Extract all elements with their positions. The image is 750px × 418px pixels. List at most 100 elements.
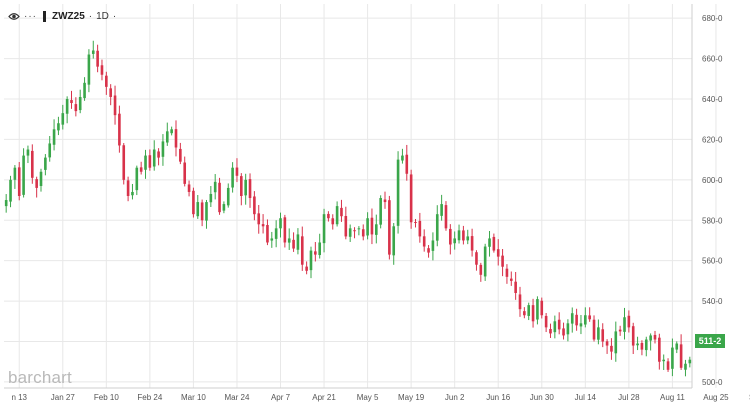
candle-down bbox=[105, 71, 108, 95]
candle-up bbox=[374, 214, 378, 244]
candle-down bbox=[283, 214, 287, 248]
candle-down bbox=[610, 338, 613, 360]
candle-up bbox=[78, 89, 82, 114]
candle-down bbox=[353, 227, 356, 239]
x-tick-label: n 13 bbox=[11, 393, 27, 402]
candle-up bbox=[357, 226, 361, 236]
candle-down bbox=[96, 44, 99, 73]
candle-down bbox=[17, 162, 21, 201]
candle-up bbox=[170, 126, 173, 136]
candle-down bbox=[253, 191, 256, 221]
candle-down bbox=[505, 264, 509, 284]
x-tick-label: Mar 24 bbox=[225, 393, 250, 402]
candle-down bbox=[640, 340, 644, 356]
candle-up bbox=[161, 134, 165, 166]
x-tick-label: May 5 bbox=[357, 393, 379, 402]
candle-down bbox=[126, 176, 130, 202]
candle-down bbox=[540, 297, 544, 319]
candle-down bbox=[118, 105, 121, 153]
candle-down bbox=[344, 206, 348, 240]
candle-down bbox=[601, 323, 605, 348]
interval-separator-end: · bbox=[112, 10, 117, 22]
candle-down bbox=[122, 143, 126, 185]
candle-down bbox=[562, 322, 565, 340]
x-tick-label: Jan 27 bbox=[51, 393, 76, 402]
candle-down bbox=[139, 161, 143, 175]
candle-up bbox=[566, 319, 570, 342]
candle-down bbox=[174, 120, 178, 157]
candle-down bbox=[361, 224, 365, 241]
x-tick-label: Jun 2 bbox=[445, 393, 465, 402]
candle-up bbox=[52, 119, 56, 151]
candle-up bbox=[222, 201, 226, 214]
y-tick-label: 620-0 bbox=[702, 135, 723, 144]
candle-up bbox=[231, 162, 234, 193]
candle-up bbox=[44, 154, 47, 176]
candle-up bbox=[440, 194, 443, 221]
symbol-label[interactable]: ZWZ25 bbox=[52, 10, 85, 22]
candle-up bbox=[205, 199, 208, 229]
eye-icon[interactable] bbox=[8, 12, 20, 21]
candle-down bbox=[462, 225, 465, 245]
x-tick-label: Feb 24 bbox=[137, 393, 162, 402]
candle-down bbox=[627, 310, 631, 333]
candle-up bbox=[453, 231, 456, 250]
candle-down bbox=[523, 307, 526, 319]
candle-down bbox=[327, 211, 330, 222]
candle-up bbox=[570, 307, 574, 333]
candle-down bbox=[266, 219, 269, 246]
x-tick-label: Feb 10 bbox=[94, 393, 119, 402]
candle-up bbox=[553, 315, 557, 339]
grid-lines bbox=[4, 4, 717, 388]
candle-up bbox=[457, 224, 461, 244]
candle-down bbox=[409, 169, 413, 229]
candle-down bbox=[235, 158, 239, 183]
candle-down bbox=[35, 176, 38, 198]
candle-up bbox=[39, 168, 43, 192]
candle-up bbox=[431, 232, 435, 261]
candle-up bbox=[22, 148, 25, 198]
candle-down bbox=[70, 90, 73, 109]
more-dots-icon[interactable]: ··· bbox=[24, 10, 37, 22]
candle-up bbox=[152, 140, 156, 171]
x-tick-label: Apr 21 bbox=[312, 393, 336, 402]
candle-up bbox=[165, 122, 169, 146]
x-tick-label: Aug 11 bbox=[660, 393, 685, 402]
candle-down bbox=[588, 307, 591, 322]
candle-up bbox=[435, 205, 439, 247]
candle-down bbox=[292, 232, 295, 252]
candle-up bbox=[144, 149, 147, 179]
candle-down bbox=[388, 195, 391, 260]
candle-up bbox=[379, 195, 382, 229]
barchart-watermark: barchart bbox=[8, 368, 72, 387]
candle-up bbox=[244, 173, 247, 205]
candle-up bbox=[597, 319, 600, 345]
y-tick-label: 580-0 bbox=[702, 216, 723, 225]
candle-up bbox=[488, 231, 491, 257]
candle-up bbox=[9, 175, 12, 208]
candle-up bbox=[483, 243, 487, 281]
candle-up bbox=[91, 40, 95, 59]
candle-up bbox=[671, 338, 674, 377]
candle-up bbox=[366, 212, 369, 240]
candle-up bbox=[57, 116, 60, 136]
candle-up bbox=[636, 336, 639, 351]
candle-up bbox=[322, 208, 326, 253]
candle-down bbox=[531, 298, 535, 328]
candles bbox=[4, 40, 692, 377]
y-tick-label: 600-0 bbox=[702, 176, 723, 185]
x-tick-label: Jul 14 bbox=[575, 393, 597, 402]
candle-down bbox=[518, 286, 522, 317]
candle-down bbox=[679, 334, 683, 370]
candle-up bbox=[270, 231, 274, 248]
candle-down bbox=[618, 325, 622, 336]
candle-up bbox=[623, 307, 626, 340]
candle-up bbox=[644, 336, 648, 357]
interval-label[interactable]: 1D bbox=[96, 10, 109, 22]
candle-down bbox=[444, 201, 448, 231]
candle-up bbox=[536, 296, 539, 325]
candle-down bbox=[240, 173, 243, 206]
candle-up bbox=[131, 183, 134, 200]
